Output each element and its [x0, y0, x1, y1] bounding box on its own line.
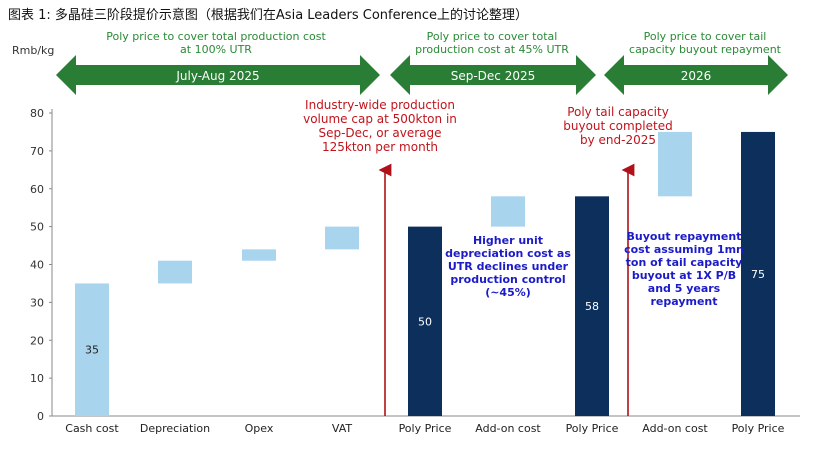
total-bar [575, 196, 609, 416]
phase-label: Sep-Dec 2025 [451, 69, 536, 83]
x-tick-label: Cash cost [65, 422, 119, 435]
increment-bar [242, 249, 276, 261]
tail-buyout-annotation: by end-2025 [580, 133, 656, 147]
production-cap-annotation: Industry-wide production [305, 98, 455, 112]
y-tick-label: 60 [30, 183, 44, 196]
depreciation-note-annotation: Higher unit [473, 234, 543, 247]
y-tick-label: 20 [30, 334, 44, 347]
production-cap-annotation: 125kton per month [322, 140, 438, 154]
phase-goal-text: Poly price to cover tail [644, 30, 767, 43]
tail-buyout-annotation: Poly tail capacity [567, 105, 669, 119]
phase-arrow [390, 55, 596, 95]
phase-label: 2026 [681, 69, 712, 83]
bar-value-label: 50 [418, 315, 432, 328]
phase-goal-text: Poly price to cover total production cos… [106, 30, 326, 43]
repayment-note-annotation: repayment [650, 295, 717, 308]
x-tick-label: VAT [332, 422, 352, 435]
total-bar [408, 226, 442, 416]
depreciation-note-annotation: depreciation cost as [445, 247, 571, 260]
x-tick-label: Opex [245, 422, 274, 435]
x-tick-label: Add-on cost [642, 422, 708, 435]
figure-title: 图表 1: 多晶硅三阶段提价示意图（根据我们在Asia Leaders Conf… [8, 8, 529, 23]
y-axis-label: Rmb/kg [12, 44, 54, 57]
increment-bar [75, 283, 109, 416]
production-cap-annotation: volume cap at 500kton in [303, 112, 457, 126]
repayment-note-annotation: buyout at 1X P/B [632, 269, 736, 282]
y-tick-label: 30 [30, 296, 44, 309]
bar-value-label: 35 [85, 344, 99, 357]
increment-bar [491, 196, 525, 227]
increment-bar [658, 131, 692, 197]
repayment-note-annotation: and 5 years [648, 282, 721, 295]
phase-arrow [56, 55, 380, 95]
depreciation-note-annotation: (~45%) [485, 286, 531, 299]
phase-label: July-Aug 2025 [175, 69, 259, 83]
bar-value-label: 75 [751, 268, 765, 281]
x-tick-label: Poly Price [566, 422, 619, 435]
y-tick-label: 10 [30, 372, 44, 385]
repayment-note-annotation: cost assuming 1mn [624, 243, 744, 256]
depreciation-note-annotation: UTR declines under [448, 260, 569, 273]
x-tick-label: Poly Price [732, 422, 785, 435]
total-bar [741, 131, 775, 416]
depreciation-note-annotation: production control [450, 273, 565, 286]
y-tick-label: 50 [30, 221, 44, 234]
y-tick-label: 0 [37, 410, 44, 423]
phase-goal-text: production cost at 45% UTR [415, 43, 569, 56]
bar-value-label: 58 [585, 300, 599, 313]
increment-bar [325, 226, 359, 250]
repayment-note-annotation: Buyout repayment [627, 230, 742, 243]
y-tick-label: 40 [30, 259, 44, 272]
phase-goal-text: Poly price to cover total [427, 30, 558, 43]
y-tick-label: 80 [30, 107, 44, 120]
increment-bar [158, 260, 192, 284]
x-tick-label: Add-on cost [475, 422, 541, 435]
repayment-note-annotation: ton of tail capacity [626, 256, 743, 269]
y-tick-label: 70 [30, 145, 44, 158]
x-tick-label: Depreciation [140, 422, 210, 435]
phase-goal-text: at 100% UTR [180, 43, 252, 56]
production-cap-annotation: Sep-Dec, or average [318, 126, 441, 140]
x-tick-label: Poly Price [399, 422, 452, 435]
tail-buyout-annotation: buyout completed [563, 119, 672, 133]
phase-goal-text: capacity buyout repayment [629, 43, 782, 56]
phase-arrow [604, 55, 788, 95]
